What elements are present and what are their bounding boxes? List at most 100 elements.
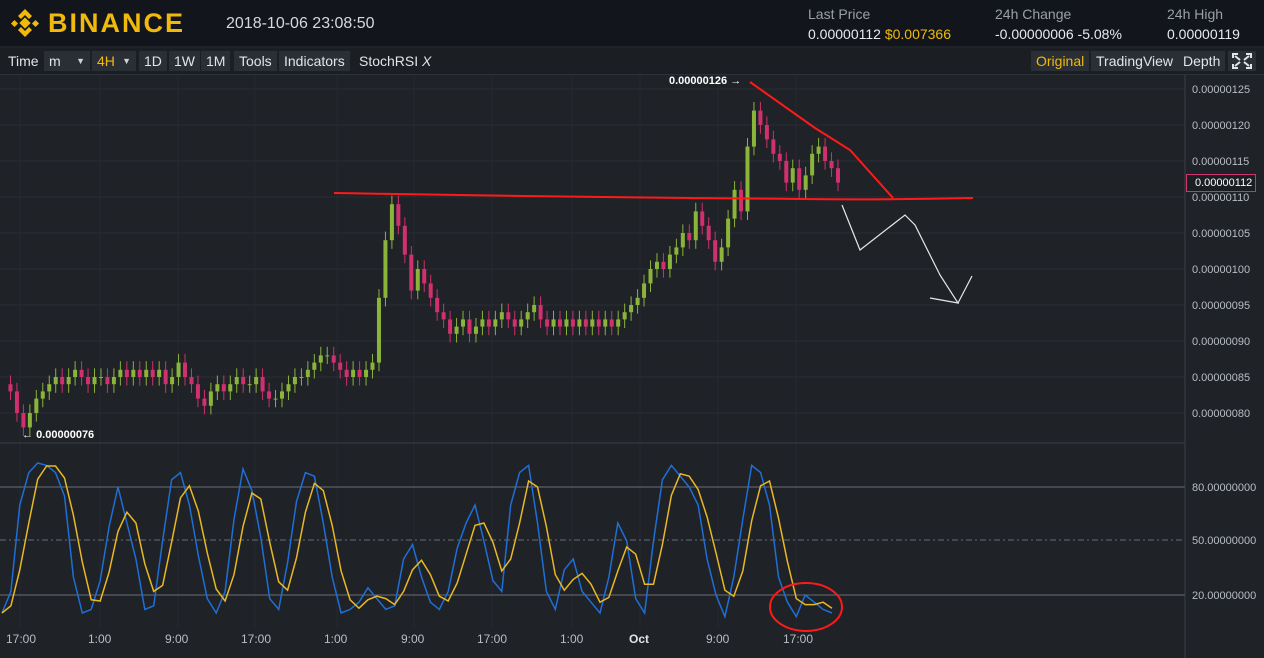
candle-body (654, 261, 659, 269)
binance-logo[interactable]: BINANCE (10, 8, 185, 38)
candle-body (525, 312, 530, 320)
view-original-tab[interactable]: Original (1031, 51, 1090, 71)
candle-body (202, 398, 207, 406)
interval-4h-dropdown[interactable]: 4H ▼ (92, 51, 136, 71)
candle-body (836, 168, 840, 183)
support-line-drawing (333, 192, 974, 201)
candle-body (538, 305, 543, 320)
change-24h-label: 24h Change (995, 6, 1072, 22)
candle-body (784, 161, 789, 183)
study-label: StochRSI (359, 53, 419, 69)
time-axis-label: 1:00 (88, 632, 112, 646)
candle-body (622, 312, 627, 320)
candle-body (344, 369, 349, 377)
price-axis-label: 0.00000095 (1192, 300, 1250, 312)
candle-body (596, 319, 601, 327)
candle-body (60, 377, 65, 385)
candle-body (441, 312, 446, 320)
candle-body (27, 413, 32, 428)
candle-body (667, 254, 672, 269)
interval-dropdown[interactable]: m ▼ (44, 51, 90, 71)
candle-body (118, 369, 123, 377)
candle-body (745, 146, 750, 212)
fullscreen-icon[interactable] (1228, 51, 1256, 71)
time-axis-label: 17:00 (241, 632, 272, 646)
candle-body (312, 362, 317, 370)
candle-body (777, 153, 782, 161)
candle-body (137, 369, 142, 377)
stochrsi-indicator (1, 462, 833, 620)
view-depth-tab[interactable]: Depth (1178, 51, 1226, 71)
candle-body (674, 247, 679, 255)
period-1w-button[interactable]: 1W (169, 51, 200, 71)
candle-body (461, 319, 466, 327)
candle-body (493, 319, 498, 327)
view-tradingview-tab[interactable]: TradingView (1091, 51, 1179, 71)
price-axis-label: 0.00000085 (1192, 372, 1250, 384)
candle-body (260, 377, 265, 392)
candle-body (364, 369, 369, 377)
candle-body (642, 283, 647, 298)
candle-body (73, 369, 78, 377)
expand-icon (1232, 53, 1252, 69)
candle-body (21, 413, 26, 428)
candle-body (758, 110, 763, 125)
candle-body (280, 391, 284, 399)
tools-button[interactable]: Tools (234, 51, 277, 71)
binance-logo-icon (10, 9, 40, 37)
candle-body (732, 189, 737, 219)
candle-body (680, 233, 685, 248)
last-price-stat: Last Price 0.00000112 $0.007366 (808, 6, 951, 42)
candle-body (473, 326, 478, 334)
last-price-label: Last Price (808, 6, 871, 22)
candle-body (803, 175, 808, 190)
current-price-tag: 0.00000112 (1186, 174, 1257, 192)
candle-body (415, 269, 420, 291)
stoch-axis: 80.00000000 50.00000000 20.00000000 (1192, 482, 1256, 602)
stoch-axis-label: 20.00000000 (1192, 590, 1256, 602)
period-1d-button[interactable]: 1D (139, 51, 167, 71)
candle-body (170, 377, 175, 385)
candle-body (739, 189, 744, 212)
candle-body (558, 319, 562, 327)
stoch-axis-label: 80.00000000 (1192, 482, 1256, 494)
candle-body (590, 319, 595, 327)
candle-body (609, 319, 614, 327)
candle-body (454, 326, 459, 334)
price-axis-label: 0.00000080 (1192, 408, 1250, 420)
indicators-button[interactable]: Indicators (279, 51, 350, 71)
candle-body (331, 355, 336, 363)
candle-body (66, 377, 71, 385)
candle-body (299, 377, 304, 378)
candle-body (570, 319, 575, 327)
candle-body (86, 377, 91, 385)
candle-body (687, 233, 692, 241)
study-close-icon[interactable]: X (422, 53, 432, 69)
candle-body (376, 297, 381, 363)
time-axis-label: 9:00 (401, 632, 425, 646)
candle-body (241, 377, 246, 385)
chart-toolbar: Time m ▼ 4H ▼ 1D 1W 1M Tools Indicators … (0, 48, 1264, 75)
candle-body (254, 377, 259, 385)
candle-body (551, 319, 556, 327)
candle-body (163, 369, 168, 385)
candle-body (183, 362, 188, 377)
candle-body (8, 384, 13, 392)
user-annotations (333, 81, 974, 632)
high-price-marker: 0.00000126 → (669, 75, 742, 87)
candle-body (486, 319, 491, 327)
price-chart[interactable]: 0.00000125 0.00000120 0.00000115 0.00000110… (0, 75, 1264, 658)
server-datetime: 2018-10-06 23:08:50 (226, 15, 375, 32)
candle-body (228, 384, 233, 392)
candle-body (305, 369, 310, 377)
candle-body (144, 369, 149, 377)
candle-body (176, 362, 181, 377)
candle-body (47, 384, 52, 392)
change-24h-value: -0.00000006 (995, 26, 1074, 42)
chevron-down-icon: ▼ (76, 56, 85, 66)
time-button[interactable]: Time (8, 53, 39, 69)
candle-body (292, 377, 297, 385)
period-1m-button[interactable]: 1M (201, 51, 231, 71)
candle-body (512, 319, 517, 327)
candle-body (351, 369, 356, 377)
